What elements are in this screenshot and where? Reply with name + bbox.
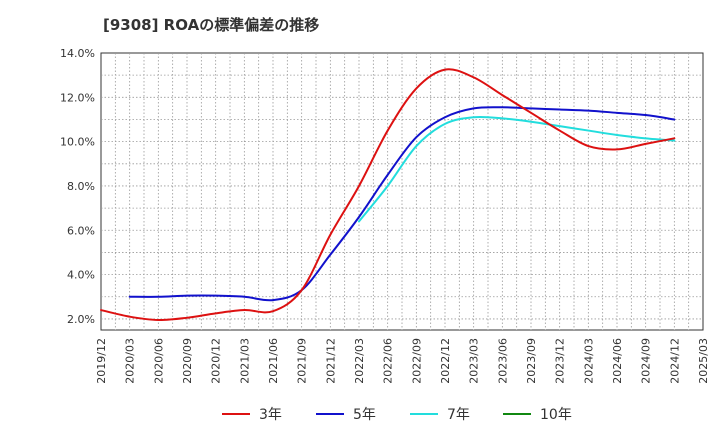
- series-line-2: [128, 106, 676, 302]
- legend: 3年 5年 7年 10年: [222, 407, 572, 423]
- y-tick-label: 8.0%: [67, 180, 95, 193]
- x-tick-label: 2020/03: [124, 338, 137, 384]
- x-tick-label: 2024/03: [582, 338, 595, 384]
- x-tick-label: 2020/12: [210, 338, 223, 384]
- x-tick-label: 2020/06: [152, 338, 165, 384]
- x-tick-label: 2023/12: [554, 338, 567, 384]
- y-axis: 2.0% 4.0% 6.0% 8.0% 10.0% 12.0% 14.0%: [60, 47, 95, 326]
- x-tick-label: 2024/12: [668, 338, 681, 384]
- y-tick-label: 2.0%: [67, 313, 95, 326]
- x-tick-label: 2021/06: [267, 338, 280, 384]
- series-line-1: [100, 68, 676, 322]
- y-tick-label: 12.0%: [60, 91, 95, 104]
- x-tick-label: 2024/09: [640, 338, 653, 384]
- x-tick-label: 2025/03: [697, 338, 710, 384]
- x-tick-label: 2021/09: [296, 338, 309, 384]
- x-axis: 2019/12 2020/03 2020/06 2020/09 2020/12 2021/…: [95, 338, 710, 384]
- x-tick-label: 2023/09: [525, 338, 538, 384]
- x-tick-label: 2020/09: [181, 338, 194, 384]
- legend-label: 3年: [259, 407, 282, 423]
- y-tick-label: 10.0%: [60, 136, 95, 149]
- x-tick-label: 2019/12: [95, 338, 108, 384]
- y-tick-label: 6.0%: [67, 224, 95, 237]
- x-tick-label: 2022/06: [382, 338, 395, 384]
- series-line-3: [358, 115, 676, 223]
- legend-label: 10年: [540, 407, 572, 423]
- x-tick-label: 2022/12: [439, 338, 452, 384]
- y-tick-label: 4.0%: [67, 269, 95, 282]
- legend-label: 5年: [353, 407, 376, 423]
- legend-label: 7年: [447, 407, 470, 423]
- chart-title: [9308] ROAの標準偏差の推移: [103, 16, 320, 34]
- x-tick-label: 2023/06: [496, 338, 509, 384]
- x-tick-label: 2024/06: [611, 338, 624, 384]
- x-tick-label: 2022/09: [410, 338, 423, 384]
- x-tick-label: 2022/03: [353, 338, 366, 384]
- x-tick-label: 2023/03: [468, 338, 481, 384]
- y-tick-label: 14.0%: [60, 47, 95, 60]
- x-tick-label: 2021/03: [238, 338, 251, 384]
- x-tick-label: 2021/12: [324, 338, 337, 384]
- series-lines: [100, 68, 676, 322]
